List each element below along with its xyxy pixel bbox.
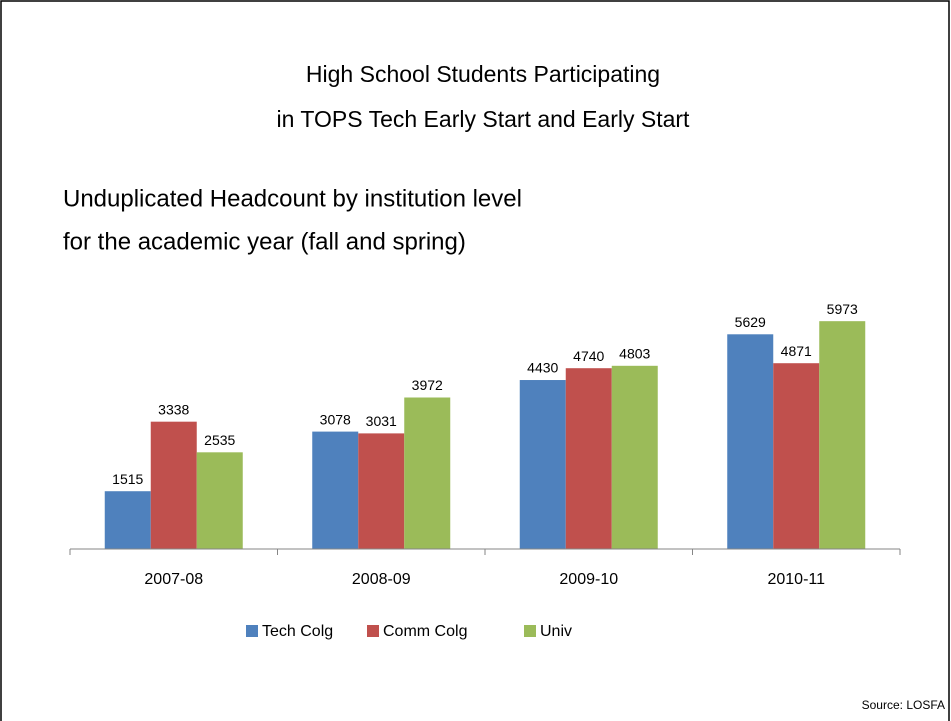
data-label: 3338 bbox=[158, 401, 189, 417]
bar bbox=[611, 365, 658, 549]
chart-title: High School Students Participating bbox=[306, 61, 660, 87]
data-label: 5973 bbox=[827, 301, 858, 317]
legend-label: Univ bbox=[540, 623, 572, 640]
bar bbox=[312, 431, 359, 549]
chart-subtitle: for the academic year (fall and spring) bbox=[63, 228, 466, 255]
data-label: 4803 bbox=[619, 346, 650, 362]
x-tick-label: 2007-08 bbox=[144, 571, 203, 588]
bar bbox=[150, 421, 197, 549]
chart-subtitle: Unduplicated Headcount by institution le… bbox=[63, 185, 522, 212]
bar bbox=[404, 397, 451, 549]
data-label: 5629 bbox=[735, 314, 766, 330]
bar bbox=[727, 334, 774, 549]
data-label: 1515 bbox=[112, 471, 143, 487]
bar bbox=[819, 321, 866, 549]
data-label: 4430 bbox=[527, 360, 558, 376]
x-tick-label: 2010-11 bbox=[767, 571, 825, 588]
legend-label: Comm Colg bbox=[383, 623, 467, 640]
data-label: 3031 bbox=[366, 413, 397, 429]
data-label: 4871 bbox=[781, 343, 812, 359]
legend-swatch bbox=[367, 625, 379, 637]
data-label: 2535 bbox=[204, 432, 235, 448]
legend-label: Tech Colg bbox=[262, 623, 333, 640]
chart-title: in TOPS Tech Early Start and Early Start bbox=[277, 106, 691, 132]
source-note: Source: LOSFA bbox=[862, 698, 945, 712]
legend-swatch bbox=[524, 625, 536, 637]
bar bbox=[358, 433, 405, 549]
bar bbox=[519, 380, 566, 549]
x-tick-label: 2008-09 bbox=[352, 571, 411, 588]
bar bbox=[196, 452, 243, 549]
data-label: 3972 bbox=[412, 377, 443, 393]
data-label: 3078 bbox=[320, 411, 351, 427]
bar bbox=[565, 368, 612, 549]
bar bbox=[104, 491, 151, 549]
x-tick-label: 2009-10 bbox=[559, 571, 618, 588]
legend-swatch bbox=[246, 625, 258, 637]
data-label: 4740 bbox=[573, 348, 604, 364]
bar bbox=[773, 363, 820, 549]
